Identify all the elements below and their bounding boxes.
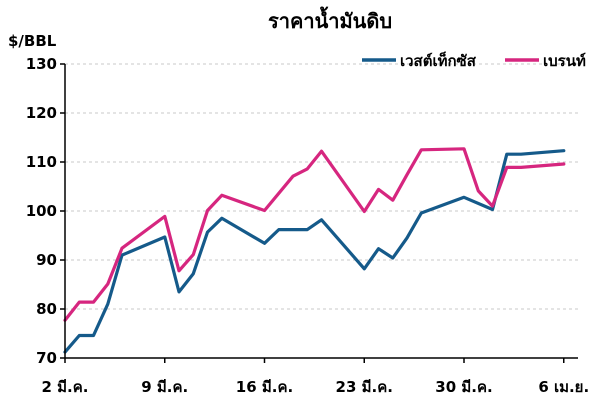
y-tick-label: 70 — [36, 349, 57, 367]
y-tick-label: 120 — [26, 104, 57, 122]
legend: เวสต์เท็กซัส เบรนท์ — [362, 51, 586, 70]
x-tick-label: 16 มี.ค. — [236, 378, 293, 396]
series-layer — [63, 147, 566, 354]
y-tick-label: 110 — [26, 153, 57, 171]
y-tick-label: 130 — [26, 55, 57, 73]
chart-title: ราคาน้ำมันดิบ — [268, 6, 392, 33]
x-tick-label: 6 เม.ย. — [538, 378, 589, 396]
x-tick-label: 30 มี.ค. — [435, 378, 492, 396]
y-tick-label: 90 — [36, 251, 57, 269]
y-tick-label: 80 — [36, 300, 57, 318]
x-tick-label: 9 มี.ค. — [141, 378, 188, 396]
x-tick-label: 23 มี.ค. — [336, 378, 393, 396]
series-line-1 — [63, 149, 566, 354]
legend-label-2: เบรนท์ — [543, 52, 586, 70]
x-tick-label: 2 มี.ค. — [42, 378, 89, 396]
y-axis-unit: $/BBL — [8, 32, 57, 50]
series-line-2 — [63, 147, 566, 322]
legend-label-1: เวสต์เท็กซัส — [400, 51, 477, 70]
y-tick-label: 100 — [26, 202, 57, 220]
axes: 70 80 90 100 110 120 130 2 มี.ค. 9 มี.ค. 16 มี.ค.… — [26, 55, 589, 396]
